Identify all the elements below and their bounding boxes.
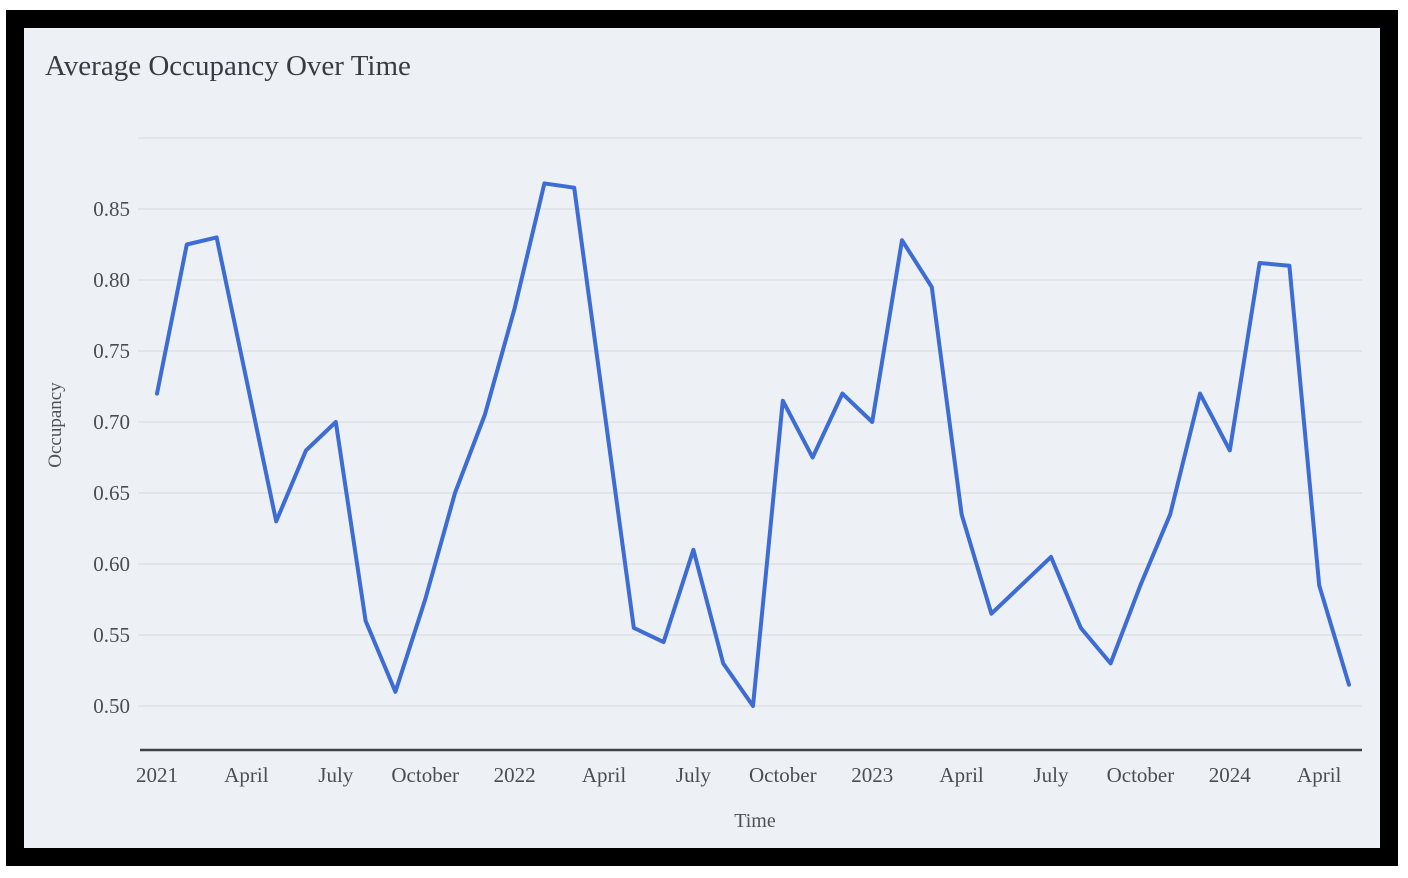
x-tick-label: April [939, 763, 983, 787]
y-tick-label: 0.60 [93, 552, 130, 576]
gridlines-group [138, 137, 1362, 707]
y-tick-label: 0.85 [93, 197, 130, 221]
line-chart: 0.50 0.55 0.60 0.65 0.70 0.75 0.80 0.85 2021 Apri… [45, 50, 1362, 832]
x-tick-label: 2022 [494, 763, 536, 787]
y-tick-label: 0.55 [93, 623, 130, 647]
x-tick-label: April [1297, 763, 1341, 787]
x-tick-label: October [391, 763, 459, 787]
y-tick-label: 0.80 [93, 268, 130, 292]
x-tick-label: 2021 [136, 763, 178, 787]
chart-title: Average Occupancy Over Time [45, 50, 411, 82]
x-tick-label: 2024 [1209, 763, 1252, 787]
tick-labels-group: 0.50 0.55 0.60 0.65 0.70 0.75 0.80 0.85 2021 Apri… [93, 197, 1341, 787]
x-tick-label: July [1033, 763, 1069, 787]
x-tick-label: October [749, 763, 817, 787]
y-tick-label: 0.70 [93, 410, 130, 434]
y-tick-label: 0.65 [93, 481, 130, 505]
x-tick-label: July [676, 763, 712, 787]
x-tick-label: April [224, 763, 268, 787]
x-tick-label: July [318, 763, 354, 787]
occupancy-line [155, 181, 1351, 708]
screenshot-border: 0.50 0.55 0.60 0.65 0.70 0.75 0.80 0.85 2021 Apri… [6, 10, 1398, 866]
x-axis-title: Time [734, 810, 776, 832]
x-tick-label: April [582, 763, 626, 787]
series-group [155, 181, 1351, 708]
y-tick-label: 0.75 [93, 339, 130, 363]
chart-panel: 0.50 0.55 0.60 0.65 0.70 0.75 0.80 0.85 2021 Apri… [24, 28, 1380, 848]
y-tick-label: 0.50 [93, 694, 130, 718]
x-tick-label: 2023 [851, 763, 893, 787]
x-tick-label: October [1107, 763, 1175, 787]
y-axis-title: Occupancy [45, 382, 66, 468]
